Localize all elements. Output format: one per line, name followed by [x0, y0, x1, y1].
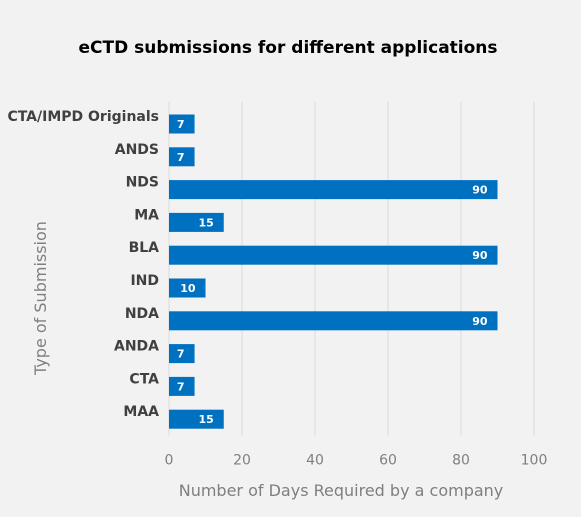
data-label: 15 — [198, 216, 213, 229]
bar — [169, 114, 195, 134]
category-label: NDS — [126, 175, 159, 191]
x-tick-label: 0 — [165, 453, 174, 469]
data-label: 7 — [177, 348, 185, 361]
bar — [169, 180, 498, 200]
data-label: 90 — [472, 249, 488, 262]
data-label: 10 — [180, 282, 196, 295]
bar — [169, 311, 498, 331]
data-label: 7 — [177, 380, 185, 393]
category-label: IND — [130, 273, 159, 289]
category-label: BLA — [129, 240, 160, 256]
category-label: NDA — [125, 306, 159, 322]
category-label: MAA — [123, 404, 159, 420]
data-label: 90 — [472, 315, 488, 328]
data-label: 7 — [177, 118, 185, 131]
data-label: 15 — [198, 413, 213, 426]
x-tick-label: 40 — [306, 453, 324, 469]
x-tick-label: 20 — [233, 453, 251, 469]
y-axis-title: Type of Submission — [31, 221, 50, 376]
category-label: MA — [134, 207, 159, 223]
bar — [169, 147, 195, 167]
category-label: CTA — [129, 371, 159, 387]
x-tick-label: 60 — [379, 453, 397, 469]
bar — [169, 212, 224, 232]
x-tick-label: 80 — [452, 453, 470, 469]
category-labels: CTA/IMPD Originals ANDS NDS MA BLA IND NDA ANDA… — [7, 109, 159, 420]
category-label: CTA/IMPD Originals — [7, 109, 159, 125]
bars: 7 7 90 15 90 10 90 7 7 15 — [169, 114, 498, 429]
bar — [169, 344, 195, 364]
data-label: 90 — [472, 184, 488, 197]
chart-title: eCTD submissions for different applicati… — [78, 38, 497, 58]
bar — [169, 278, 206, 298]
x-axis-title: Number of Days Required by a company — [179, 481, 504, 500]
category-label: ANDA — [114, 339, 159, 355]
x-tick-labels: 0 20 40 60 80 100 — [165, 453, 548, 469]
data-label: 7 — [177, 151, 185, 164]
category-label: ANDS — [115, 142, 159, 158]
bar — [169, 376, 195, 396]
bar — [169, 409, 224, 429]
bar — [169, 245, 498, 265]
x-tick-label: 100 — [521, 453, 548, 469]
